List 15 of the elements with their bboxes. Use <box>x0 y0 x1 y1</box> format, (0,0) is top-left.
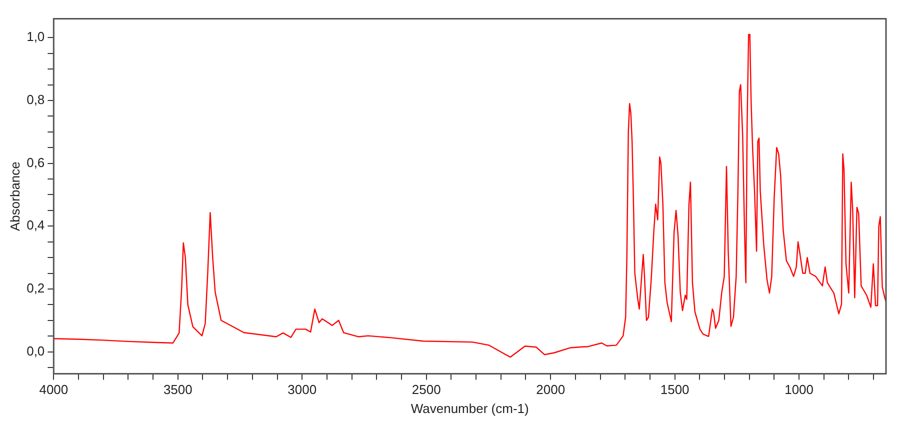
y-tick-label: 0,0 <box>26 343 45 358</box>
y-tick-label: 0,6 <box>26 154 45 170</box>
x-tick-label: 3500 <box>163 382 192 398</box>
x-tick-label: 2000 <box>536 382 566 398</box>
y-tick-label: 0,4 <box>26 218 45 233</box>
x-tick-label: 1000 <box>784 382 814 398</box>
y-tick-label: 0,8 <box>26 92 45 108</box>
x-tick-label: 3000 <box>288 382 317 398</box>
x-axis-title: Wavenumber (cm-1) <box>410 400 529 416</box>
x-tick-label: 2500 <box>412 382 441 398</box>
y-tick-label: 1,0 <box>26 29 45 44</box>
y-tick-label: 0,2 <box>26 280 45 296</box>
x-tick-label: 1500 <box>660 382 690 398</box>
y-axis-title: Absorbance <box>7 162 22 231</box>
x-tick-label: 4000 <box>39 382 68 398</box>
